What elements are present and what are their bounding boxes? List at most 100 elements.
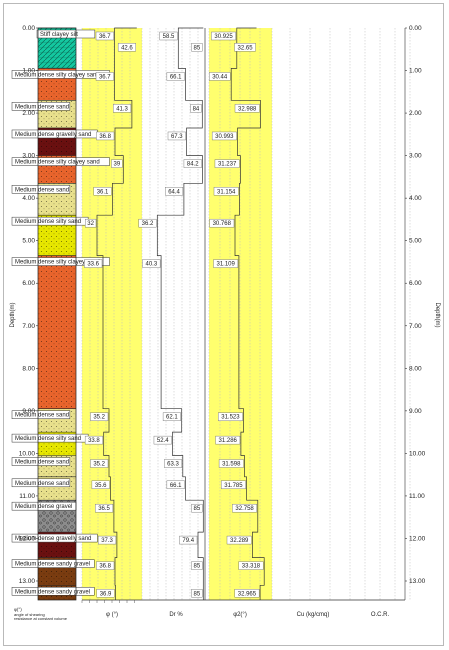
phi-value: 36.7 [99,34,111,40]
left-tick-label: 10.00 [19,450,36,457]
right-tick-label: 1.00 [409,68,422,75]
phi2-value: 32.65 [238,45,254,51]
phi-value: 32 [87,221,94,227]
highlight-bands [82,28,272,600]
dr-value-box [191,589,203,598]
phi-value: 41.3 [116,106,128,112]
right-axis-label: Depth(m) [434,302,440,327]
left-tick-label: 7.00 [22,323,35,330]
phi2-value-box [218,412,243,421]
dr-value: 66.1 [170,483,182,489]
right-tick-label: 11.00 [409,493,425,500]
phi-value-box [93,187,112,196]
layer-label: Medium dense sandy gravel [11,559,95,568]
layer-label-box [11,478,71,488]
phi-value-box [90,412,109,421]
column-footer: φ (°) Dr % φ2(°) Cu (kg/cmq) O.C.R. φ(°)angle… [14,599,405,621]
dr-value: 52.4 [157,438,169,444]
left-tick-label: 12.00 [19,535,36,542]
layer-label-text: Medium dense silty sand [15,219,81,225]
phi2-value: 30.44 [212,74,228,80]
right-tick-label: 9.00 [409,408,422,415]
layer-label-text: Medium dense sand [15,413,69,419]
phi-value-box [111,159,123,168]
right-tick-label: 2.00 [409,110,422,117]
dr-value: 84.2 [187,162,199,168]
phi2-value-box [209,72,231,81]
phi-value: 39 [114,162,121,168]
phi-value: 37.3 [101,538,113,544]
left-tick-label: 13.00 [19,578,36,585]
grid-lines [81,28,411,600]
phi-value: 36.1 [97,189,109,195]
layer-label-text: Medium dense sand [15,460,69,466]
dr-value-box [138,218,157,228]
phi2-value: 30.925 [214,34,233,40]
layer-label: Medium dense sand [11,102,71,111]
phi2-value-box [213,259,239,268]
dr-value-box [166,480,185,489]
dr-value: 67.3 [171,134,183,140]
layer-label: Medium dense sandy gravel [11,587,95,596]
layer-label: Medium dense silty sand [11,216,89,226]
soil-column-border [37,27,77,601]
profile-lines [96,27,265,600]
soil-column: Stiff clayey silt Medium dense silty clay… [11,27,110,601]
right-tick-label: 3.00 [409,153,422,160]
phi-value-box [96,561,115,570]
layer-label-text: Medium dense silty clayey sand [15,160,100,166]
dr-value: 85 [194,45,201,51]
phi2-value: 31.109 [217,262,236,268]
phi2-value-box [234,43,256,52]
phi-value: 36.7 [99,74,111,80]
phi2-value-box [221,480,246,489]
phi2-value: 30.993 [215,134,234,140]
left-tick-label: 9.00 [22,408,35,415]
layer-label-box [11,559,95,568]
phi-value-box [95,72,114,81]
phi-value: 35.2 [93,462,105,468]
legend-note-line2: angle of shearing [14,612,45,617]
phi-value: 36.9 [100,591,112,597]
phi-value-box [95,31,114,41]
dr-value: 85 [194,506,201,512]
column-header-cu: Cu (kg/cmq) [297,612,330,618]
phi2-value-box [214,159,240,168]
dr-value-box [183,159,202,168]
dr-value-box [167,131,186,141]
right-tick-label: 0.00 [409,25,422,32]
phi2-value: 31.523 [221,415,240,421]
page-frame [3,3,444,646]
phi2-value: 31.154 [217,189,236,195]
column-header-dr: Dr % [169,612,183,618]
left-tick-label: 8.00 [22,365,35,372]
layer-label-text: Medium dense silty clayey sand [15,260,100,266]
phi-value-box [84,259,103,268]
layer-label-text: Medium dense silty sand [15,436,81,442]
dr-value: 79.4 [182,538,194,544]
left-tick-label: 5.00 [22,238,35,245]
layer-label-text: Medium dense gravelly sand [15,132,91,138]
dr-value-box [159,31,178,41]
dr-value: 62.1 [166,415,178,421]
layer-label: Medium dense sand [11,185,71,194]
layer-label-text: Medium dense sand [15,481,69,487]
phi2-value: 32.988 [238,106,257,112]
layer-label: Medium dense sand [11,457,71,466]
phi-band [82,28,142,600]
column-header-ocr: O.C.R. [371,612,390,618]
phi-value-box [91,480,110,489]
dr-value: 64.4 [168,189,180,195]
layer-label-box [36,29,96,39]
phi2-value-box [234,589,260,598]
layer-label-text: Medium dense sand [15,104,69,110]
phi-value-box [98,535,117,545]
phi-value: 33.6 [87,262,99,268]
phi2-value-box [215,435,241,445]
phi-value: 42.6 [121,45,133,51]
phi2-value-box [234,104,260,113]
right-tick-label: 5.00 [409,238,422,245]
phi-value: 35.6 [95,483,107,489]
phi2-value: 30.768 [213,221,232,227]
